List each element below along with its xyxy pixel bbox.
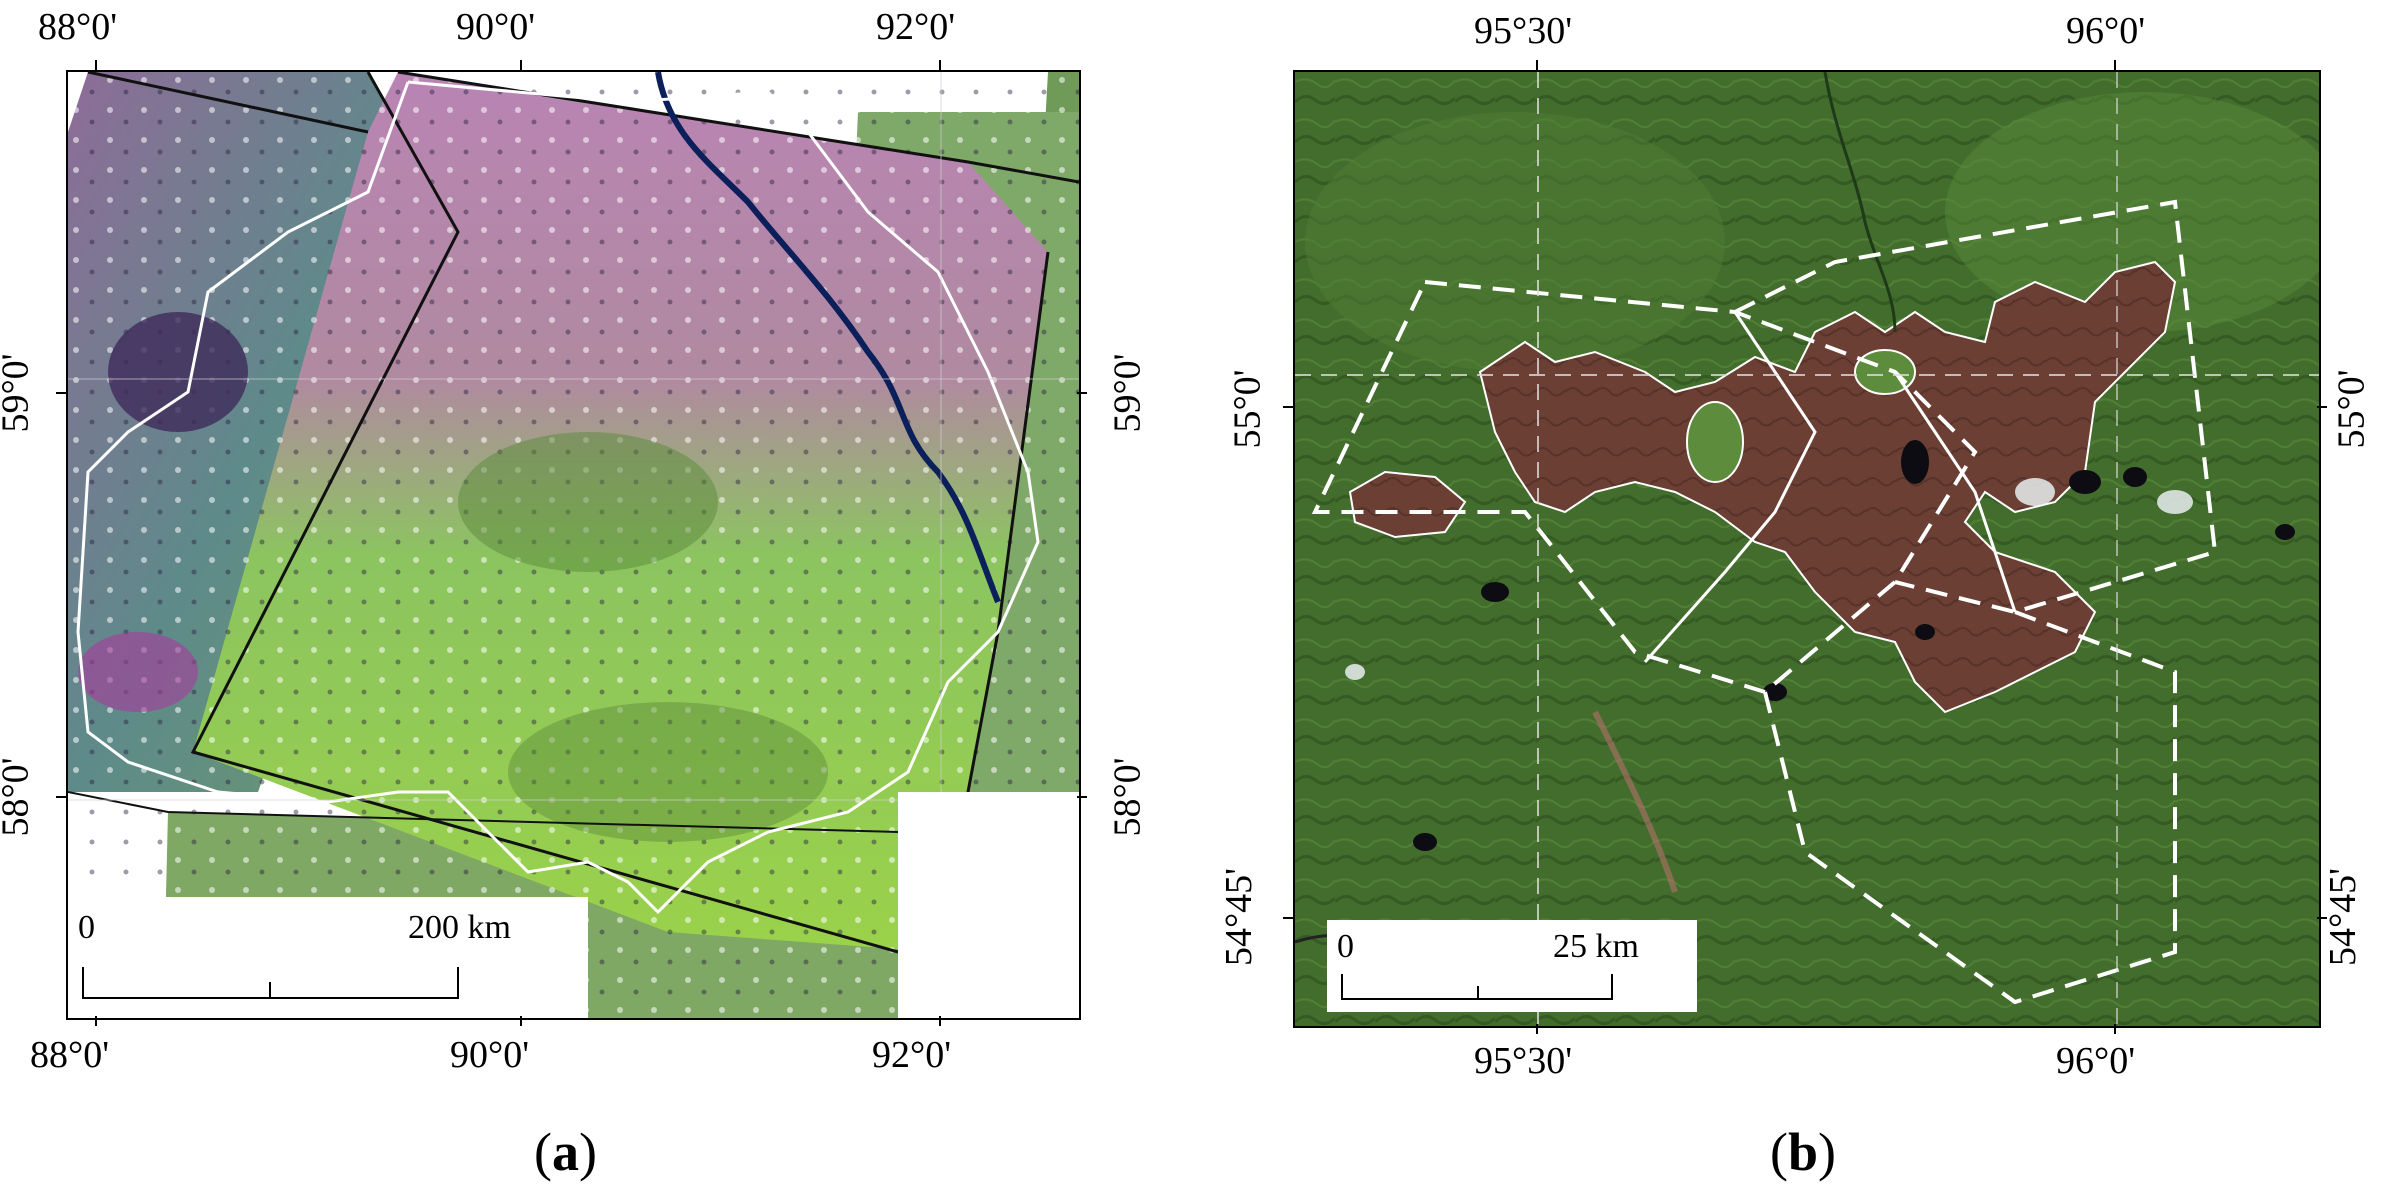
lon-label-b-bottom-2: 96°0' (2056, 1040, 2136, 1082)
burned-area-small (1348, 470, 1467, 539)
lon-label-b-bottom-1: 95°30' (1474, 1040, 1573, 1082)
lon-label-a-bottom-1: 88°0' (30, 1034, 110, 1076)
lat-label-a-right-2: 58°0' (1106, 757, 1149, 837)
lat-label-b-left-2: 54°45' (1218, 867, 1261, 967)
caption-a: (a) (534, 1122, 597, 1182)
lon-label-b-top-2: 96°0' (2066, 10, 2146, 52)
lon-label-b-top-1: 95°30' (1474, 10, 1573, 52)
lon-label-a-top-1: 88°0' (38, 6, 118, 48)
lon-label-a-top-3: 92°0' (876, 6, 956, 48)
lat-label-a-left-2: 58°0' (0, 757, 37, 837)
lat-label-a-left-1: 59°0' (0, 353, 37, 433)
scale-b-zero: 0 (1337, 928, 1354, 965)
lon-label-a-bottom-3: 92°0' (872, 1034, 952, 1076)
lon-label-a-top-2: 90°0' (456, 6, 536, 48)
lat-label-b-left-1: 55°0' (1226, 369, 1269, 449)
map-a-frame: 0 200 km (66, 70, 1081, 1020)
scale-a-zero: 0 (78, 909, 95, 946)
map-b-image (1295, 72, 2319, 1026)
lat-label-a-right-1: 59°0' (1106, 353, 1149, 433)
lon-label-a-bottom-2: 90°0' (450, 1034, 530, 1076)
scale-a-end: 200 km (408, 909, 511, 946)
region-boundary (76, 80, 1040, 915)
scale-bar-a: 0 200 km (68, 897, 588, 1018)
map-a-image (68, 72, 1079, 1018)
map-b-frame: 0 25 km (1293, 70, 2321, 1028)
lat-label-b-right-1: 55°0' (2330, 369, 2373, 449)
scale-b-end: 25 km (1553, 928, 1639, 965)
study-zones (1311, 199, 2218, 1005)
scale-bar-b: 0 25 km (1327, 920, 1697, 1012)
river (655, 72, 1001, 604)
lat-label-b-right-2: 54°45' (2322, 867, 2365, 967)
caption-b: (b) (1770, 1122, 1837, 1182)
